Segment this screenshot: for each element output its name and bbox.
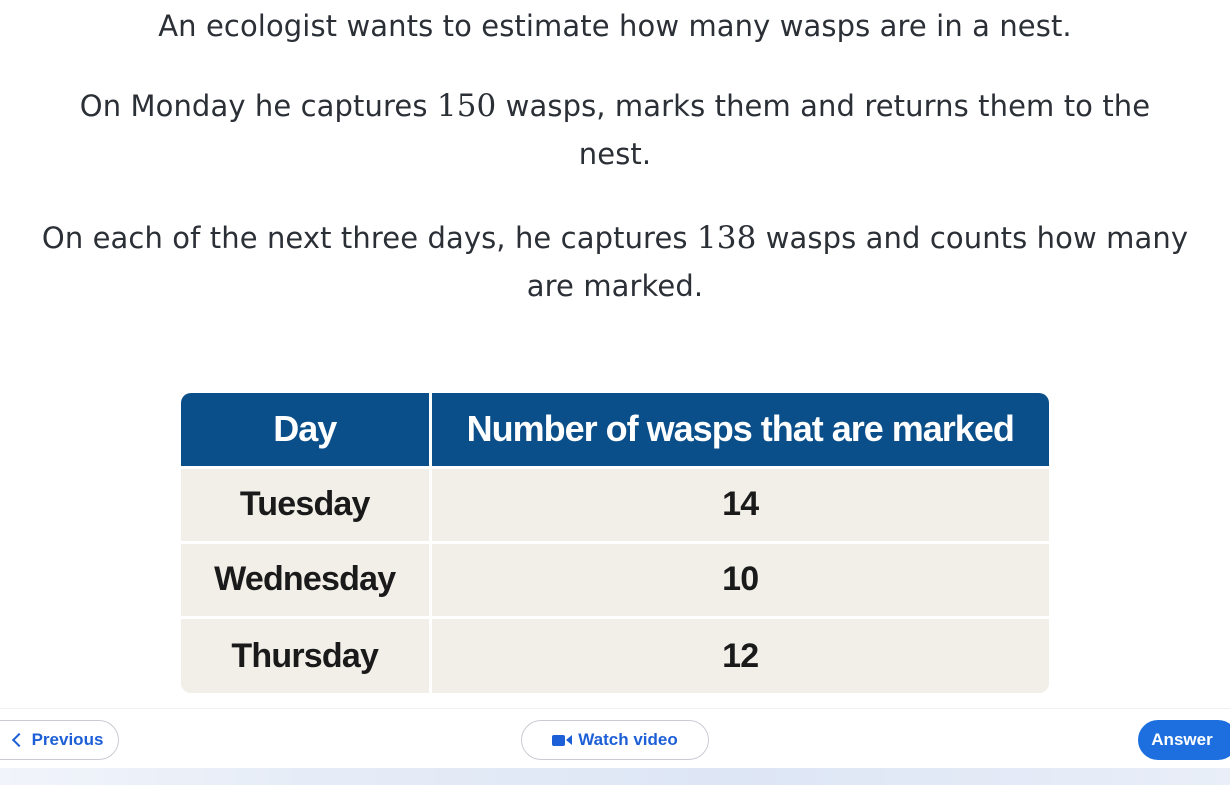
table-row: Thursday 12 bbox=[181, 616, 1049, 693]
cell-marked-count: 12 bbox=[430, 616, 1049, 693]
question-line-3-number: 138 bbox=[696, 220, 757, 256]
question-line-3-post: wasps and counts how many are marked. bbox=[526, 221, 1189, 303]
answer-button[interactable]: Answer bbox=[1138, 720, 1230, 760]
cell-marked-count: 14 bbox=[430, 465, 1049, 543]
question-line-2-number: 150 bbox=[436, 88, 497, 124]
question-line-3: On each of the next three days, he captu… bbox=[40, 214, 1190, 310]
chevron-left-icon bbox=[11, 732, 26, 748]
header-marked-count: Number of wasps that are marked bbox=[430, 393, 1049, 467]
cell-day: Thursday bbox=[181, 616, 432, 693]
question-line-3-pre: On each of the next three days, he captu… bbox=[41, 221, 697, 255]
watch-video-button[interactable]: Watch video bbox=[521, 720, 709, 760]
cell-marked-count: 10 bbox=[430, 540, 1049, 618]
cell-day: Tuesday bbox=[181, 465, 432, 543]
data-table: Day Number of wasps that are marked Tues… bbox=[181, 393, 1049, 693]
previous-button[interactable]: Previous bbox=[0, 720, 119, 760]
header-day: Day bbox=[181, 393, 432, 467]
question-line-2-pre: On Monday he captures bbox=[79, 89, 437, 123]
table-row: Tuesday 14 bbox=[181, 465, 1049, 543]
bottom-band bbox=[0, 768, 1230, 785]
marked-wasps-table: Day Number of wasps that are marked Tues… bbox=[181, 393, 1049, 693]
question-line-2: On Monday he captures 150 wasps, marks t… bbox=[60, 82, 1170, 178]
video-camera-icon bbox=[552, 734, 573, 746]
question-line-2-post: wasps, marks them and returns them to th… bbox=[496, 89, 1151, 171]
footer-divider bbox=[0, 708, 1230, 709]
question-line-1-text: An ecologist wants to estimate how many … bbox=[158, 9, 1072, 43]
answer-button-label: Answer bbox=[1151, 730, 1213, 749]
table-row: Wednesday 10 bbox=[181, 540, 1049, 618]
cell-day: Wednesday bbox=[181, 540, 432, 618]
watch-video-button-label: Watch video bbox=[578, 730, 678, 749]
previous-button-label: Previous bbox=[31, 730, 104, 749]
question-line-1: An ecologist wants to estimate how many … bbox=[0, 2, 1230, 50]
table-header-row: Day Number of wasps that are marked bbox=[181, 393, 1049, 467]
